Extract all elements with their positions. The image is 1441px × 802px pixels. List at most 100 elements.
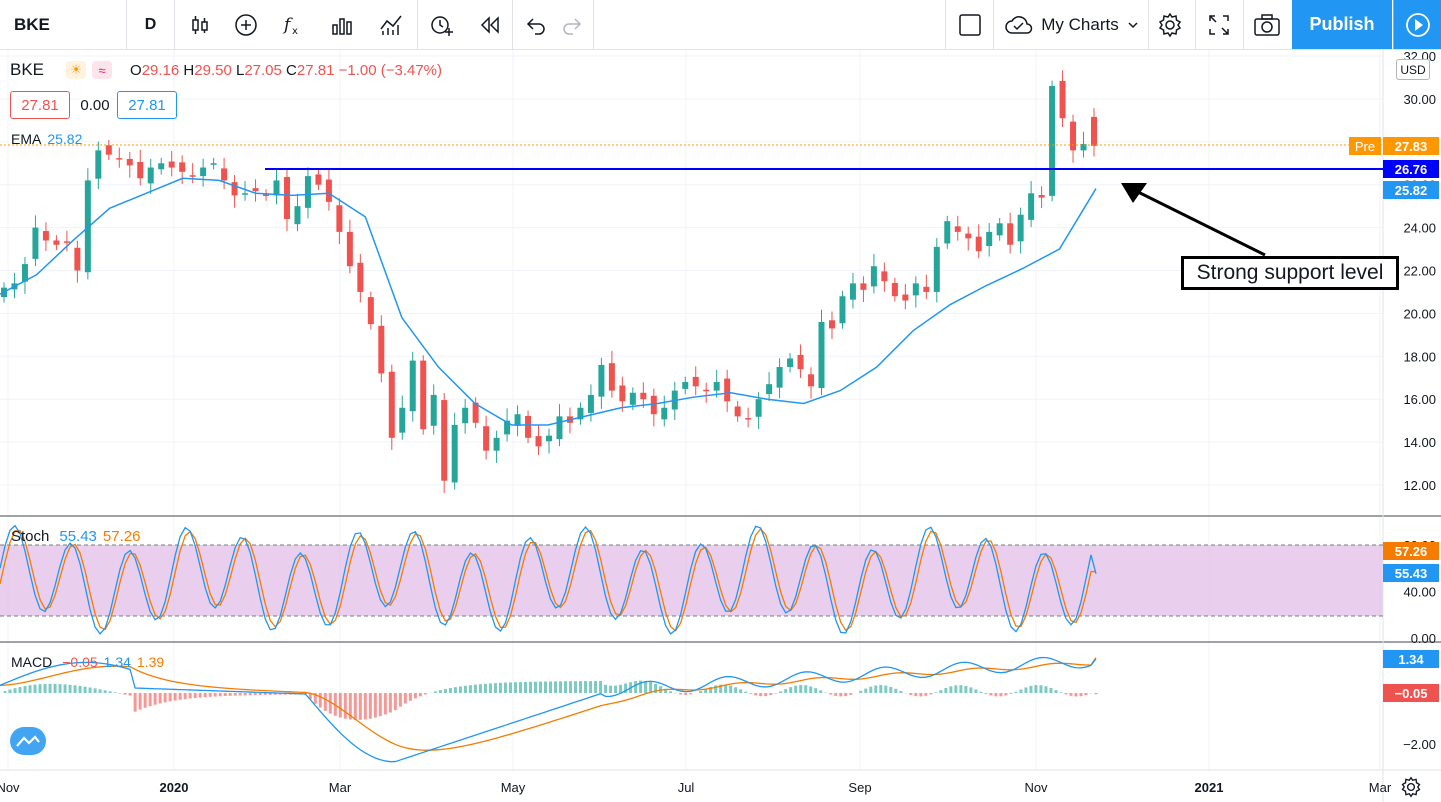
macd-hist-bar (263, 693, 267, 695)
macd-hist-bar (253, 693, 257, 696)
support-price-badge: 26.76 (1383, 160, 1439, 178)
ema-price-badge: 25.82 (1383, 181, 1439, 199)
play-button[interactable] (1393, 0, 1441, 49)
candle-body (200, 167, 207, 177)
macd-hist-bar (358, 693, 362, 720)
candle-body (787, 358, 794, 368)
macd-hist-bar (839, 693, 843, 697)
macd-hist-bar (383, 693, 387, 715)
macd-hist-bar (508, 682, 512, 693)
symbol-label: BKE (14, 14, 50, 34)
spread-value: 0.00 (80, 91, 110, 119)
macd-hist-bar (944, 688, 948, 693)
chart-settings-icon[interactable] (1398, 775, 1424, 799)
candle-body (546, 435, 552, 442)
currency-label[interactable]: USD (1396, 59, 1430, 80)
alert-add-icon[interactable] (420, 0, 464, 49)
replay-icon[interactable] (468, 0, 512, 49)
candle-body (629, 392, 636, 405)
macd-hist-bar (203, 693, 207, 698)
macd-hist-bar (1049, 687, 1053, 693)
macd-hist-bar (764, 693, 768, 697)
macd-hist-bar (649, 682, 653, 693)
macd-hist-bar (433, 691, 437, 693)
candles-style-icon[interactable] (178, 0, 222, 49)
macd-hist-bar (749, 693, 753, 694)
macd-hist-bar (13, 688, 17, 693)
macd-hist-bar (258, 693, 262, 695)
macd-hist-bar (869, 686, 873, 693)
macd-hist-bar (3, 691, 7, 693)
financials-icon[interactable] (320, 0, 364, 49)
settings-gear-icon[interactable] (1148, 0, 1192, 49)
macd-hist-bar (584, 681, 588, 693)
macd-hist-bar (1069, 693, 1073, 696)
candle-body (168, 161, 175, 168)
macd-hist-bar (784, 689, 788, 693)
macd-hist-bar (754, 693, 758, 696)
macd-hist-bar (924, 693, 928, 696)
candle-body (346, 231, 353, 267)
buy-price-box[interactable]: 27.81 (117, 91, 177, 119)
candle-body (283, 176, 290, 220)
interval-button[interactable]: D (127, 0, 174, 49)
snapshot-camera-icon[interactable] (1245, 0, 1289, 49)
macd-hist-bar (799, 685, 803, 693)
macd-path (0, 656, 1097, 763)
redo-icon[interactable] (550, 0, 594, 49)
candle-body (493, 437, 500, 451)
templates-icon[interactable] (370, 0, 414, 49)
stoch-legend[interactable]: Stoch 55.43 57.26 (11, 528, 140, 545)
candle-body (399, 407, 406, 433)
compare-add-icon[interactable] (224, 0, 268, 49)
tradingview-logo-icon[interactable] (10, 727, 46, 755)
sell-price-box[interactable]: 27.81 (10, 91, 70, 119)
macd-hist-bar (463, 685, 467, 693)
time-tick: Mar (329, 780, 352, 795)
ema-path (0, 177, 1097, 426)
candle-body (294, 206, 301, 225)
macd-hist-bar (228, 693, 232, 696)
candle-body (1007, 223, 1014, 245)
candle-body (975, 236, 982, 252)
macd-hist-bar (1079, 693, 1083, 697)
macd-hist-bar (564, 681, 568, 693)
macd-hist-bar (884, 685, 888, 693)
macd-hist-bar (98, 689, 102, 693)
annotation-callout[interactable]: Strong support level (1181, 256, 1399, 290)
annotation-arrow[interactable] (1121, 183, 1266, 257)
candle-body (315, 174, 322, 185)
time-tick: Sep (848, 780, 871, 795)
symbol-search-button[interactable]: BKE (0, 0, 126, 49)
macd-hist-bar (543, 681, 547, 693)
macd-hist-bar (624, 683, 628, 693)
stoch-d-path (0, 527, 1097, 632)
candle-body (357, 262, 364, 292)
macd-hist-bar (108, 691, 112, 693)
layout-square-icon[interactable] (948, 0, 992, 49)
macd-legend[interactable]: MACD −0.05 1.34 1.39 (11, 654, 164, 670)
ema-legend[interactable]: EMA 25.82 (11, 131, 82, 147)
candle-body (944, 221, 951, 244)
candle-body (525, 415, 532, 438)
macd-hist-bar (238, 693, 242, 696)
macd-hist-bar (193, 693, 197, 699)
macd-hist-bar (378, 693, 382, 717)
macd-hist-bar (644, 680, 648, 693)
chart-canvas[interactable]: 32.0030.0028.0026.0024.0022.0020.0018.00… (0, 50, 1441, 802)
undo-icon[interactable] (514, 0, 558, 49)
macd-hist-bar (604, 684, 608, 693)
macd-hist-bar (133, 693, 137, 712)
macd-hist-bar (478, 684, 482, 693)
macd-hist-bar (423, 693, 427, 695)
macd-hist-bar (959, 685, 963, 693)
macd-hist-bar (684, 693, 688, 695)
macd-hist-bar (243, 693, 247, 696)
fullscreen-icon[interactable] (1197, 0, 1241, 49)
my-charts-button[interactable]: My Charts (996, 0, 1148, 49)
publish-button[interactable]: Publish (1292, 0, 1392, 49)
price-tick: 12.00 (1403, 478, 1436, 493)
macd-hist-bar (368, 693, 372, 719)
macd-hist-bar (609, 685, 613, 693)
